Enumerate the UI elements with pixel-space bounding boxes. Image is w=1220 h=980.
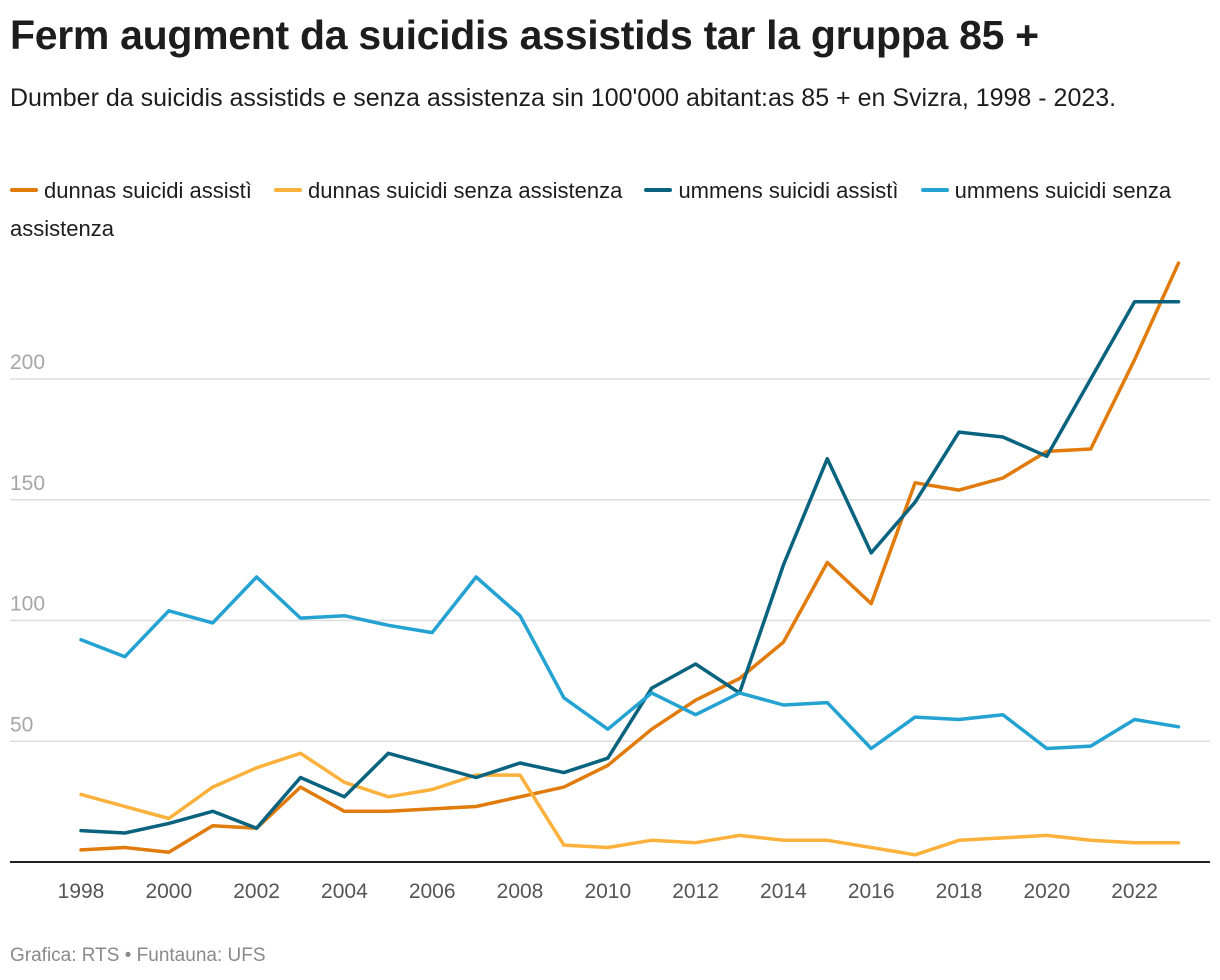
legend-swatch-women-assisted	[10, 188, 38, 193]
x-tick-label: 2016	[848, 880, 895, 903]
legend-label-men-unassisted: ummens suicidi senza assistenza	[10, 178, 1172, 241]
y-tick-label: 100	[10, 593, 45, 616]
series-line-women-unassisted	[79, 751, 1181, 857]
x-tick-label: 2002	[233, 880, 280, 903]
legend-item-women-assisted: dunnas suicidi assistì	[10, 178, 252, 203]
series-line-men-assisted	[79, 299, 1181, 835]
series-line-women-assisted	[79, 261, 1181, 855]
series-line-men-unassisted	[79, 575, 1181, 751]
line-chart: 50 100 150 200 1998 2000 2002 2004 2006 2008 2010 2…	[10, 261, 1210, 903]
x-tick-label: 2010	[584, 880, 631, 903]
chart-footer: Grafica: RTS • Funtauna: UFS	[10, 945, 266, 966]
legend-item-women-unassisted: dunnas suicidi senza assistenza	[274, 178, 622, 203]
axis-layer: 50 100 150 200 1998 2000 2002 2004 2006 2008 2010 2…	[10, 351, 1210, 903]
x-tick-label: 2022	[1111, 880, 1158, 903]
x-tick-label: 2000	[145, 880, 192, 903]
x-tick-label: 2004	[321, 880, 368, 903]
x-tick-label: 2006	[409, 880, 456, 903]
chart-title: Ferm augment da suicidis assistids tar l…	[10, 12, 1039, 58]
y-tick-label: 50	[10, 713, 33, 736]
chart-legend: dunnas suicidi assistì dunnas suicidi se…	[10, 172, 1215, 248]
x-tick-label: 2014	[760, 880, 807, 903]
legend-item-men-unassisted: ummens suicidi senza assistenza	[10, 178, 1171, 241]
legend-swatch-women-unassisted	[274, 188, 303, 193]
legend-item-men-assisted: ummens suicidi assistì	[644, 178, 899, 203]
y-tick-label: 200	[10, 351, 45, 374]
x-tick-label: 2008	[497, 880, 544, 903]
legend-label-women-assisted: dunnas suicidi assistì	[44, 178, 252, 203]
x-tick-label: 2012	[672, 880, 719, 903]
legend-swatch-men-unassisted	[920, 188, 949, 193]
x-tick-label: 2018	[936, 880, 983, 903]
y-tick-label: 150	[10, 472, 45, 495]
legend-label-men-assisted: ummens suicidi assistì	[678, 178, 899, 203]
x-tick-label: 1998	[58, 880, 105, 903]
x-tick-label: 2020	[1023, 880, 1070, 903]
legend-swatch-men-assisted	[644, 188, 673, 193]
legend-label-women-unassisted: dunnas suicidi senza assistenza	[308, 178, 623, 203]
series-layer	[79, 261, 1181, 857]
grid-layer	[10, 378, 1210, 742]
chart-subtitle: Dumber da suicidis assistids e senza ass…	[10, 84, 1117, 112]
